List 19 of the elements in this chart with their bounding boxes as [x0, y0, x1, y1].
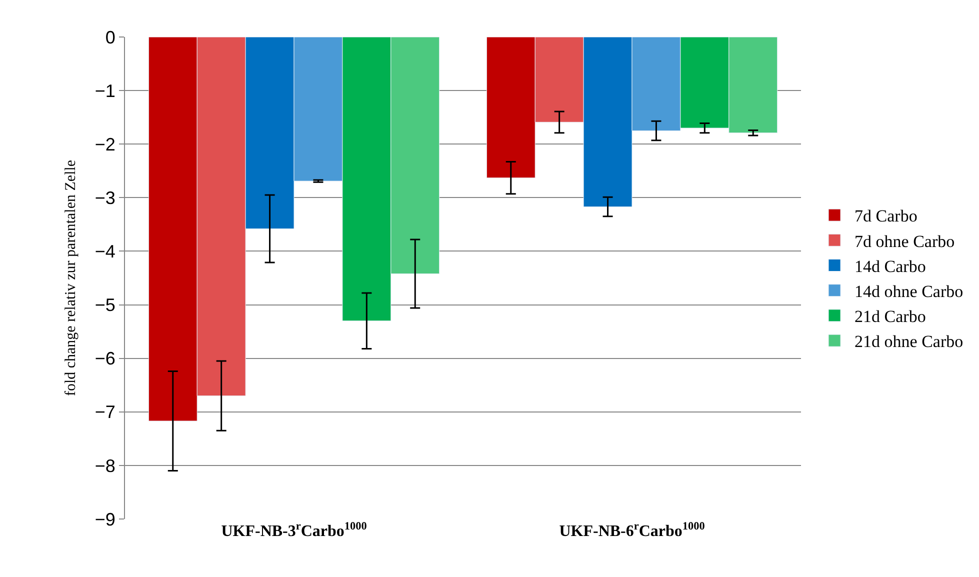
- legend-label: 14d ohne Carbo: [854, 282, 964, 301]
- y-tick-label: −7: [94, 402, 116, 422]
- x-tick-label: UKF-NB-3$^{r}$Carbo$^{1000}$: [221, 520, 368, 540]
- y-tick-label: −1: [94, 80, 116, 101]
- legend-label: 21d ohne Carbo: [854, 332, 964, 352]
- y-tick-label: −6: [94, 348, 116, 369]
- legend-label: 21d Carbo: [854, 307, 926, 326]
- y-tick-label: −3: [94, 188, 116, 208]
- y-tick-label: 0: [105, 27, 116, 48]
- y-tick-label: −9: [94, 509, 116, 530]
- legend-label: 7d ohne Carbo: [854, 232, 955, 251]
- y-axis-title: fold change relativ zur parentalen Zelle: [63, 160, 80, 396]
- y-tick-label: −5: [94, 295, 116, 316]
- y-tick-label: −2: [94, 134, 116, 154]
- legend-label: 14d Carbo: [854, 256, 926, 276]
- legend-label: 7d Carbo: [854, 206, 918, 226]
- x-tick-label: UKF-NB-6$^{r}$Carbo$^{1000}$: [559, 520, 706, 540]
- y-tick-label: −8: [94, 456, 116, 476]
- y-tick-label: −4: [94, 242, 116, 262]
